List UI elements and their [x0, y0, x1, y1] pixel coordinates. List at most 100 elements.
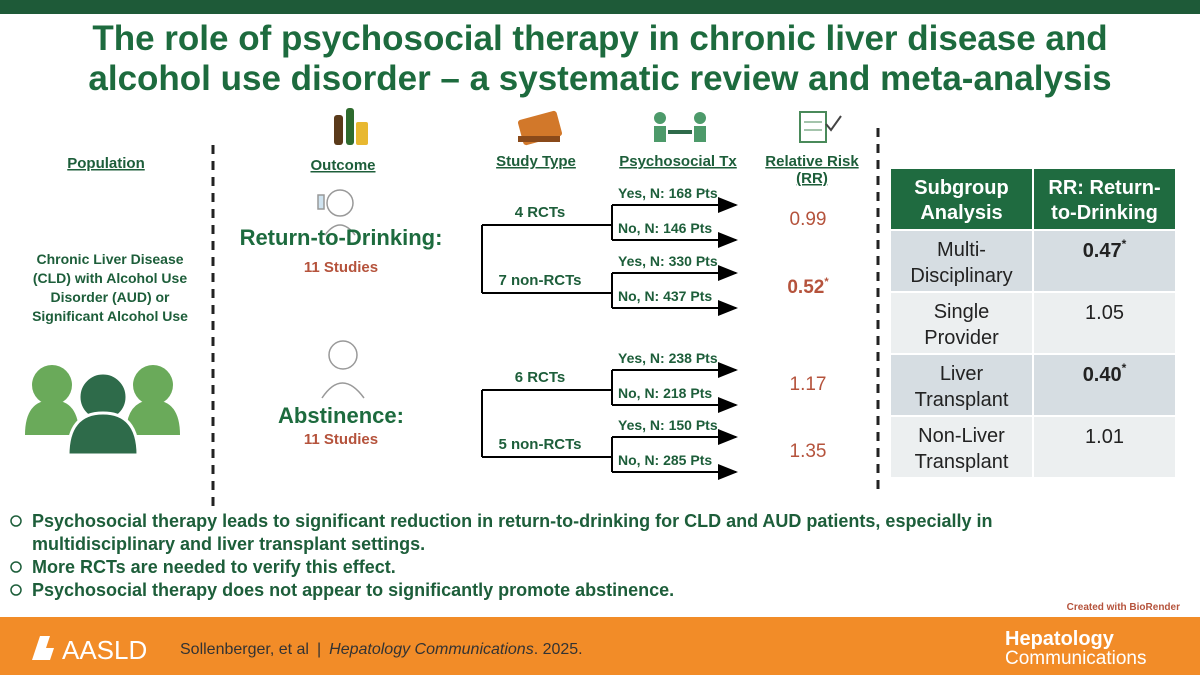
table-header-text: to-Drinking [1051, 202, 1158, 224]
journal-logo: Hepatology [1005, 628, 1115, 650]
year: . 2025. [534, 641, 583, 658]
subgroup-table: Subgroup Analysis RR: Return-to-Drinking Mu… [889, 167, 1177, 479]
significance-marker: * [1122, 237, 1127, 251]
arm-label: Yes, N: 168 Pts [618, 185, 718, 201]
arm-label: Yes, N: 330 Pts [618, 253, 718, 269]
table-cell [1032, 229, 1177, 293]
table-cell [889, 229, 1034, 293]
relative-risk: 1.35 [790, 441, 827, 462]
population-line: (CLD) with Alcohol Use [33, 270, 187, 286]
bullet-marker [10, 584, 22, 596]
bullet-text: Psychosocial therapy leads to significan… [32, 511, 993, 531]
subgroup-rr: 0.47* [1083, 237, 1127, 262]
summary-bullets: Psychosocial therapy leads to significan… [10, 511, 993, 600]
rr-value: 1.17 [790, 374, 827, 395]
people-icon [25, 365, 180, 457]
title-line: The role of psychosocial therapy in chro… [92, 19, 1107, 58]
title-line: alcohol use disorder – a systematic revi… [88, 59, 1111, 98]
arm-label: No, N: 437 Pts [618, 288, 712, 304]
therapy-icon [654, 112, 706, 142]
table-cell [889, 415, 1034, 479]
top-bar [0, 0, 1200, 14]
table-cell [1032, 415, 1177, 479]
table-header-cell [1032, 167, 1177, 231]
rr-value: 0.99 [790, 209, 827, 230]
subgroup-name: Provider [924, 327, 999, 349]
arm-label: Yes, N: 150 Pts [618, 417, 718, 433]
authors: Sollenberger, et al [180, 641, 309, 658]
column-header: Psychosocial Tx [619, 153, 737, 170]
table-cell [1032, 291, 1177, 355]
separator: | [317, 641, 321, 658]
subgroup-name: Transplant [915, 389, 1009, 411]
study-type: 4 RCTs [515, 204, 566, 221]
drinking-person-icon [317, 189, 356, 236]
bullet-text: multidisciplinary and liver transplant s… [32, 534, 425, 554]
outcome-name: Return-to-Drinking: [240, 225, 443, 250]
alcohol-icon [334, 108, 368, 145]
table-header-text: RR: Return- [1048, 177, 1160, 199]
arm-label: No, N: 218 Pts [618, 385, 712, 401]
rr-value: 1.35 [790, 441, 827, 462]
column-header: Study Type [496, 153, 576, 170]
subgroup-name: Multi- [937, 239, 986, 261]
table-cell [889, 353, 1034, 417]
column-header: (RR) [796, 170, 828, 187]
outcome-name: Abstinence: [278, 403, 404, 428]
column-header: Relative Risk [765, 153, 859, 170]
significance-marker: * [1122, 361, 1127, 375]
study-type: 7 non-RCTs [498, 272, 581, 289]
population-line: Significant Alcohol Use [32, 308, 188, 324]
table-cell [1032, 353, 1177, 417]
bullet-text: Psychosocial therapy does not appear to … [32, 580, 674, 600]
rr-value: 1.01 [1085, 426, 1124, 448]
society-logo-mark [32, 636, 54, 660]
subgroup-rr: 1.01 [1085, 426, 1124, 448]
table-header-text: Analysis [920, 202, 1002, 224]
subgroup-name: Non-Liver [918, 425, 1005, 447]
population-line: Disorder (AUD) or [50, 289, 170, 305]
rr-value: 1.05 [1085, 302, 1124, 324]
significance-marker: * [824, 276, 829, 288]
study-type: 6 RCTs [515, 369, 566, 386]
subgroup-name: Single [934, 301, 990, 323]
footer-bar [0, 617, 1200, 675]
relative-risk: 0.99 [790, 209, 827, 230]
bullet-marker [10, 515, 22, 527]
population-text: Chronic Liver Disease (CLD) with Alcohol … [32, 251, 188, 324]
relative-risk: 0.52* [787, 276, 829, 298]
book-icon [517, 110, 563, 146]
arm-label: No, N: 285 Pts [618, 452, 712, 468]
credit: Created with BioRender [1067, 602, 1180, 613]
outcome-studies: 11 Studies [304, 431, 378, 448]
arm-label: Yes, N: 238 Pts [618, 350, 718, 366]
spreadsheet-icon [799, 111, 842, 143]
study-type: 5 non-RCTs [498, 436, 581, 453]
journal-logo: Communications [1005, 648, 1147, 669]
subgroup-rr: 0.40* [1083, 361, 1127, 386]
person-icon [321, 340, 365, 399]
subgroup-rr: 1.05 [1085, 302, 1124, 324]
outcome-studies: 11 Studies [304, 259, 378, 276]
rr-value: 0.52 [787, 277, 824, 298]
table-cell [889, 291, 1034, 355]
journal: Hepatology Communications [329, 641, 534, 658]
column-header: Outcome [310, 157, 375, 174]
rr-value: 0.47 [1083, 240, 1122, 262]
subgroup-name: Liver [940, 363, 984, 385]
arm-label: No, N: 146 Pts [618, 220, 712, 236]
bullet-marker [10, 561, 22, 573]
subgroup-name: Transplant [915, 451, 1009, 473]
citation: Sollenberger, et al | Hepatology Communica… [180, 641, 583, 658]
population-line: Chronic Liver Disease [36, 251, 183, 267]
relative-risk: 1.17 [790, 374, 827, 395]
society-logo: AASLD [62, 635, 147, 665]
table-header-text: Subgroup [914, 177, 1008, 199]
column-header: Population [67, 155, 145, 172]
outcome-tree: Return-to-Drinking: 11 Studies 4 RCTs Yes, … [240, 185, 829, 480]
bullet-text: More RCTs are needed to verify this effe… [32, 557, 396, 577]
subgroup-name: Disciplinary [910, 265, 1012, 287]
